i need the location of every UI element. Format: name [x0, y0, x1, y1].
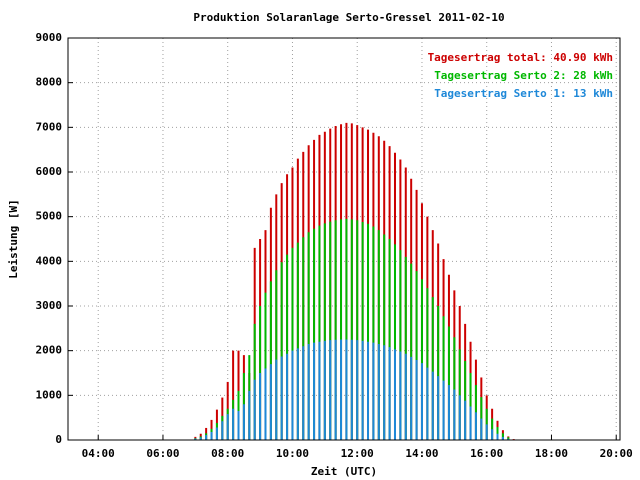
y-tick-label: 8000	[36, 76, 63, 89]
y-tick-label: 2000	[36, 344, 63, 357]
x-tick-label: 10:00	[276, 447, 309, 460]
y-axis-label: Leistung [W]	[7, 199, 20, 278]
y-tick-label: 9000	[36, 31, 63, 44]
y-tick-label: 4000	[36, 254, 63, 267]
y-tick-label: 1000	[36, 388, 63, 401]
x-tick-label: 16:00	[470, 447, 503, 460]
x-tick-label: 14:00	[405, 447, 438, 460]
x-tick-label: 06:00	[146, 447, 179, 460]
x-axis-label: Zeit (UTC)	[311, 465, 377, 478]
x-tick-label: 08:00	[211, 447, 244, 460]
x-tick-label: 18:00	[535, 447, 568, 460]
legend-entry: Tagesertrag Serto 1: 13 kWh	[434, 87, 613, 100]
y-tick-label: 5000	[36, 210, 63, 223]
chart-title: Produktion Solaranlage Serto-Gressel 201…	[193, 11, 504, 24]
x-tick-label: 04:00	[82, 447, 115, 460]
y-tick-label: 6000	[36, 165, 63, 178]
x-tick-label: 20:00	[600, 447, 633, 460]
y-tick-label: 7000	[36, 120, 63, 133]
legend-entry: Tagesertrag Serto 2: 28 kWh	[434, 69, 613, 82]
y-tick-label: 3000	[36, 299, 63, 312]
plot-border	[67, 37, 621, 441]
x-tick-label: 12:00	[341, 447, 374, 460]
y-tick-label: 0	[55, 433, 62, 446]
legend-entry: Tagesertrag total: 40.90 kWh	[428, 51, 613, 64]
